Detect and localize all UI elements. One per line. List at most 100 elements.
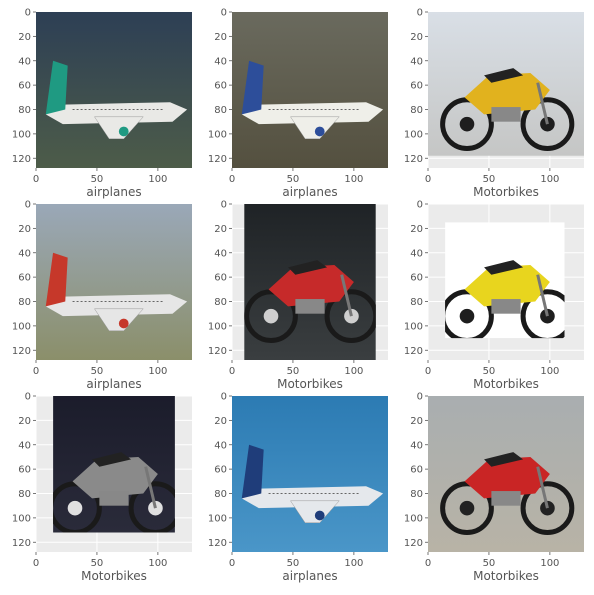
airplane-engine <box>314 126 325 137</box>
motorbike-rear-hub <box>459 308 475 324</box>
motorbike-rear-hub <box>459 500 475 516</box>
y-tick-label: 100 <box>404 513 423 524</box>
airplane-engine <box>118 126 129 137</box>
y-tick-label: 60 <box>18 273 31 284</box>
y-tick-label: 120 <box>208 154 227 165</box>
x-tick-label: 0 <box>229 174 235 185</box>
y-tick-label: 120 <box>12 346 31 357</box>
y-tick-label: 120 <box>12 154 31 165</box>
motorbike-engine <box>491 107 521 122</box>
x-tick-label: 50 <box>287 174 300 185</box>
motorbike-seat <box>484 260 524 275</box>
y-tick-label: 0 <box>221 392 227 403</box>
y-tick-label: 60 <box>214 81 227 92</box>
motorbike-fork <box>536 274 549 317</box>
x-tick-label: 50 <box>91 174 104 185</box>
motorbike-rear-hub <box>263 308 279 324</box>
x-tick-label: 100 <box>540 366 559 377</box>
motorbike-seat <box>92 452 132 467</box>
y-tick-label: 20 <box>18 32 31 43</box>
y-tick-label: 80 <box>18 297 31 308</box>
motorbike-front-wheel <box>520 289 565 339</box>
motorbike-front-wheel <box>128 481 175 533</box>
y-tick-label: 60 <box>18 465 31 476</box>
y-tick-label: 100 <box>208 321 227 332</box>
y-tick-label: 100 <box>404 129 423 140</box>
y-tick-label: 100 <box>12 513 31 524</box>
y-tick-label: 80 <box>410 105 423 116</box>
y-tick-label: 20 <box>410 416 423 427</box>
motorbike-front-wheel <box>324 289 376 343</box>
y-tick-label: 80 <box>18 489 31 500</box>
y-tick-label: 40 <box>18 440 31 451</box>
y-tick-label: 0 <box>417 200 423 211</box>
panel-image-airplane <box>232 396 388 552</box>
motorbike-fork <box>340 274 353 317</box>
y-tick-label: 0 <box>221 8 227 19</box>
x-tick-label: 100 <box>148 558 167 569</box>
x-tick-label: 50 <box>483 558 496 569</box>
y-tick-label: 60 <box>214 273 227 284</box>
motorbike-body <box>464 72 550 115</box>
panel-class-label: Motorbikes <box>473 377 539 391</box>
motorbike-body <box>268 264 354 307</box>
y-tick-label: 60 <box>410 273 423 284</box>
y-tick-label: 120 <box>404 538 423 549</box>
airplane-fuselage <box>45 102 188 125</box>
airplane-fuselage <box>241 102 384 125</box>
y-tick-label: 80 <box>410 297 423 308</box>
panel-image-airplane <box>36 12 192 168</box>
motorbike-fork <box>536 82 549 125</box>
motorbike-body <box>72 456 158 499</box>
airplane-wing <box>94 116 144 139</box>
panel-image-airplane <box>232 12 388 168</box>
motorbike-seat <box>484 68 524 83</box>
y-tick-label: 80 <box>410 489 423 500</box>
airplane-fuselage <box>45 294 188 317</box>
y-tick-label: 20 <box>214 224 227 235</box>
y-tick-label: 80 <box>214 489 227 500</box>
x-tick-label: 100 <box>540 558 559 569</box>
y-tick-label: 40 <box>214 56 227 67</box>
airplane-wing <box>290 500 340 523</box>
y-tick-label: 20 <box>214 32 227 43</box>
motorbike-body <box>464 456 550 499</box>
y-tick-label: 20 <box>18 416 31 427</box>
airplane-wing <box>290 116 340 139</box>
panel-class-label: airplanes <box>282 569 337 583</box>
y-tick-label: 20 <box>410 32 423 43</box>
motorbike-rear-wheel <box>440 97 494 151</box>
panel-class-label: Motorbikes <box>81 569 147 583</box>
y-tick-label: 100 <box>12 129 31 140</box>
x-tick-label: 50 <box>91 558 104 569</box>
x-tick-label: 100 <box>344 366 363 377</box>
y-tick-label: 120 <box>208 538 227 549</box>
y-tick-label: 100 <box>404 321 423 332</box>
y-tick-label: 120 <box>12 538 31 549</box>
panel-image-motorbike <box>53 396 175 533</box>
airplane-engine <box>314 510 325 521</box>
panel-image-motorbike <box>428 396 584 552</box>
y-tick-label: 40 <box>214 248 227 259</box>
motorbike-engine <box>295 299 325 314</box>
airplane-fuselage <box>241 486 384 509</box>
airplane-tail <box>45 60 68 115</box>
x-tick-label: 0 <box>425 174 431 185</box>
motorbike-engine <box>99 491 129 506</box>
x-tick-label: 50 <box>91 366 104 377</box>
motorbike-front-wheel <box>520 97 575 151</box>
y-tick-label: 80 <box>214 105 227 116</box>
motorbike-rear-wheel <box>53 481 102 533</box>
motorbike-rear-wheel <box>244 289 298 343</box>
x-tick-label: 50 <box>483 174 496 185</box>
x-tick-label: 100 <box>344 174 363 185</box>
panel-class-label: Motorbikes <box>473 185 539 199</box>
x-tick-label: 0 <box>425 366 431 377</box>
y-tick-label: 60 <box>410 81 423 92</box>
